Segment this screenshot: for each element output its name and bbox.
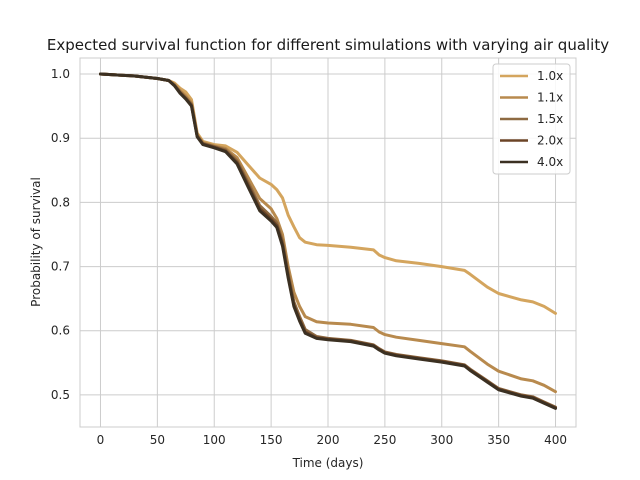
series-line-1-0x (99, 72, 557, 315)
x-tick-label: 300 (430, 433, 453, 447)
plot-border (79, 57, 577, 428)
legend: 1.0x 1.1x 1.5x 2.0x 4.0x (492, 63, 571, 175)
x-tick-label: 50 (150, 433, 165, 447)
x-axis-ticks: 0 50 100 150 200 250 300 350 400 (97, 433, 567, 447)
legend-item: 1.0x (500, 69, 563, 83)
legend-label: 4.0x (537, 155, 563, 169)
y-tick-label: 0.9 (51, 131, 70, 145)
x-tick-label: 100 (203, 433, 226, 447)
x-tick-label: 350 (487, 433, 510, 447)
legend-label: 2.0x (537, 134, 563, 148)
y-tick-label: 0.5 (51, 388, 70, 402)
x-tick-label: 250 (373, 433, 396, 447)
legend-label: 1.0x (537, 69, 563, 83)
y-axis-label: Probability of survival (29, 177, 43, 307)
x-axis-label: Time (days) (292, 456, 364, 470)
legend-item: 2.0x (500, 134, 563, 148)
legend-item: 4.0x (500, 155, 563, 169)
chart-title: Expected survival function for different… (47, 36, 609, 54)
legend-item: 1.5x (500, 112, 563, 126)
legend-items: 1.0x 1.1x 1.5x 2.0x 4.0x (500, 69, 563, 169)
legend-label: 1.5x (537, 112, 563, 126)
y-tick-label: 0.7 (51, 260, 70, 274)
legend-box (492, 63, 571, 175)
y-tick-label: 0.8 (51, 195, 70, 209)
x-tick-label: 400 (544, 433, 567, 447)
y-tick-label: 1.0 (51, 67, 70, 81)
x-tick-label: 0 (97, 433, 105, 447)
series-line-4-0x (99, 72, 557, 410)
y-axis-ticks: 0.5 0.6 0.7 0.8 0.9 1.0 (51, 67, 70, 402)
x-tick-label: 200 (317, 433, 340, 447)
x-tick-label: 150 (260, 433, 283, 447)
legend-item: 1.1x (500, 91, 563, 105)
y-tick-label: 0.6 (51, 324, 70, 338)
series-lines (99, 72, 557, 410)
legend-label: 1.1x (537, 91, 563, 105)
